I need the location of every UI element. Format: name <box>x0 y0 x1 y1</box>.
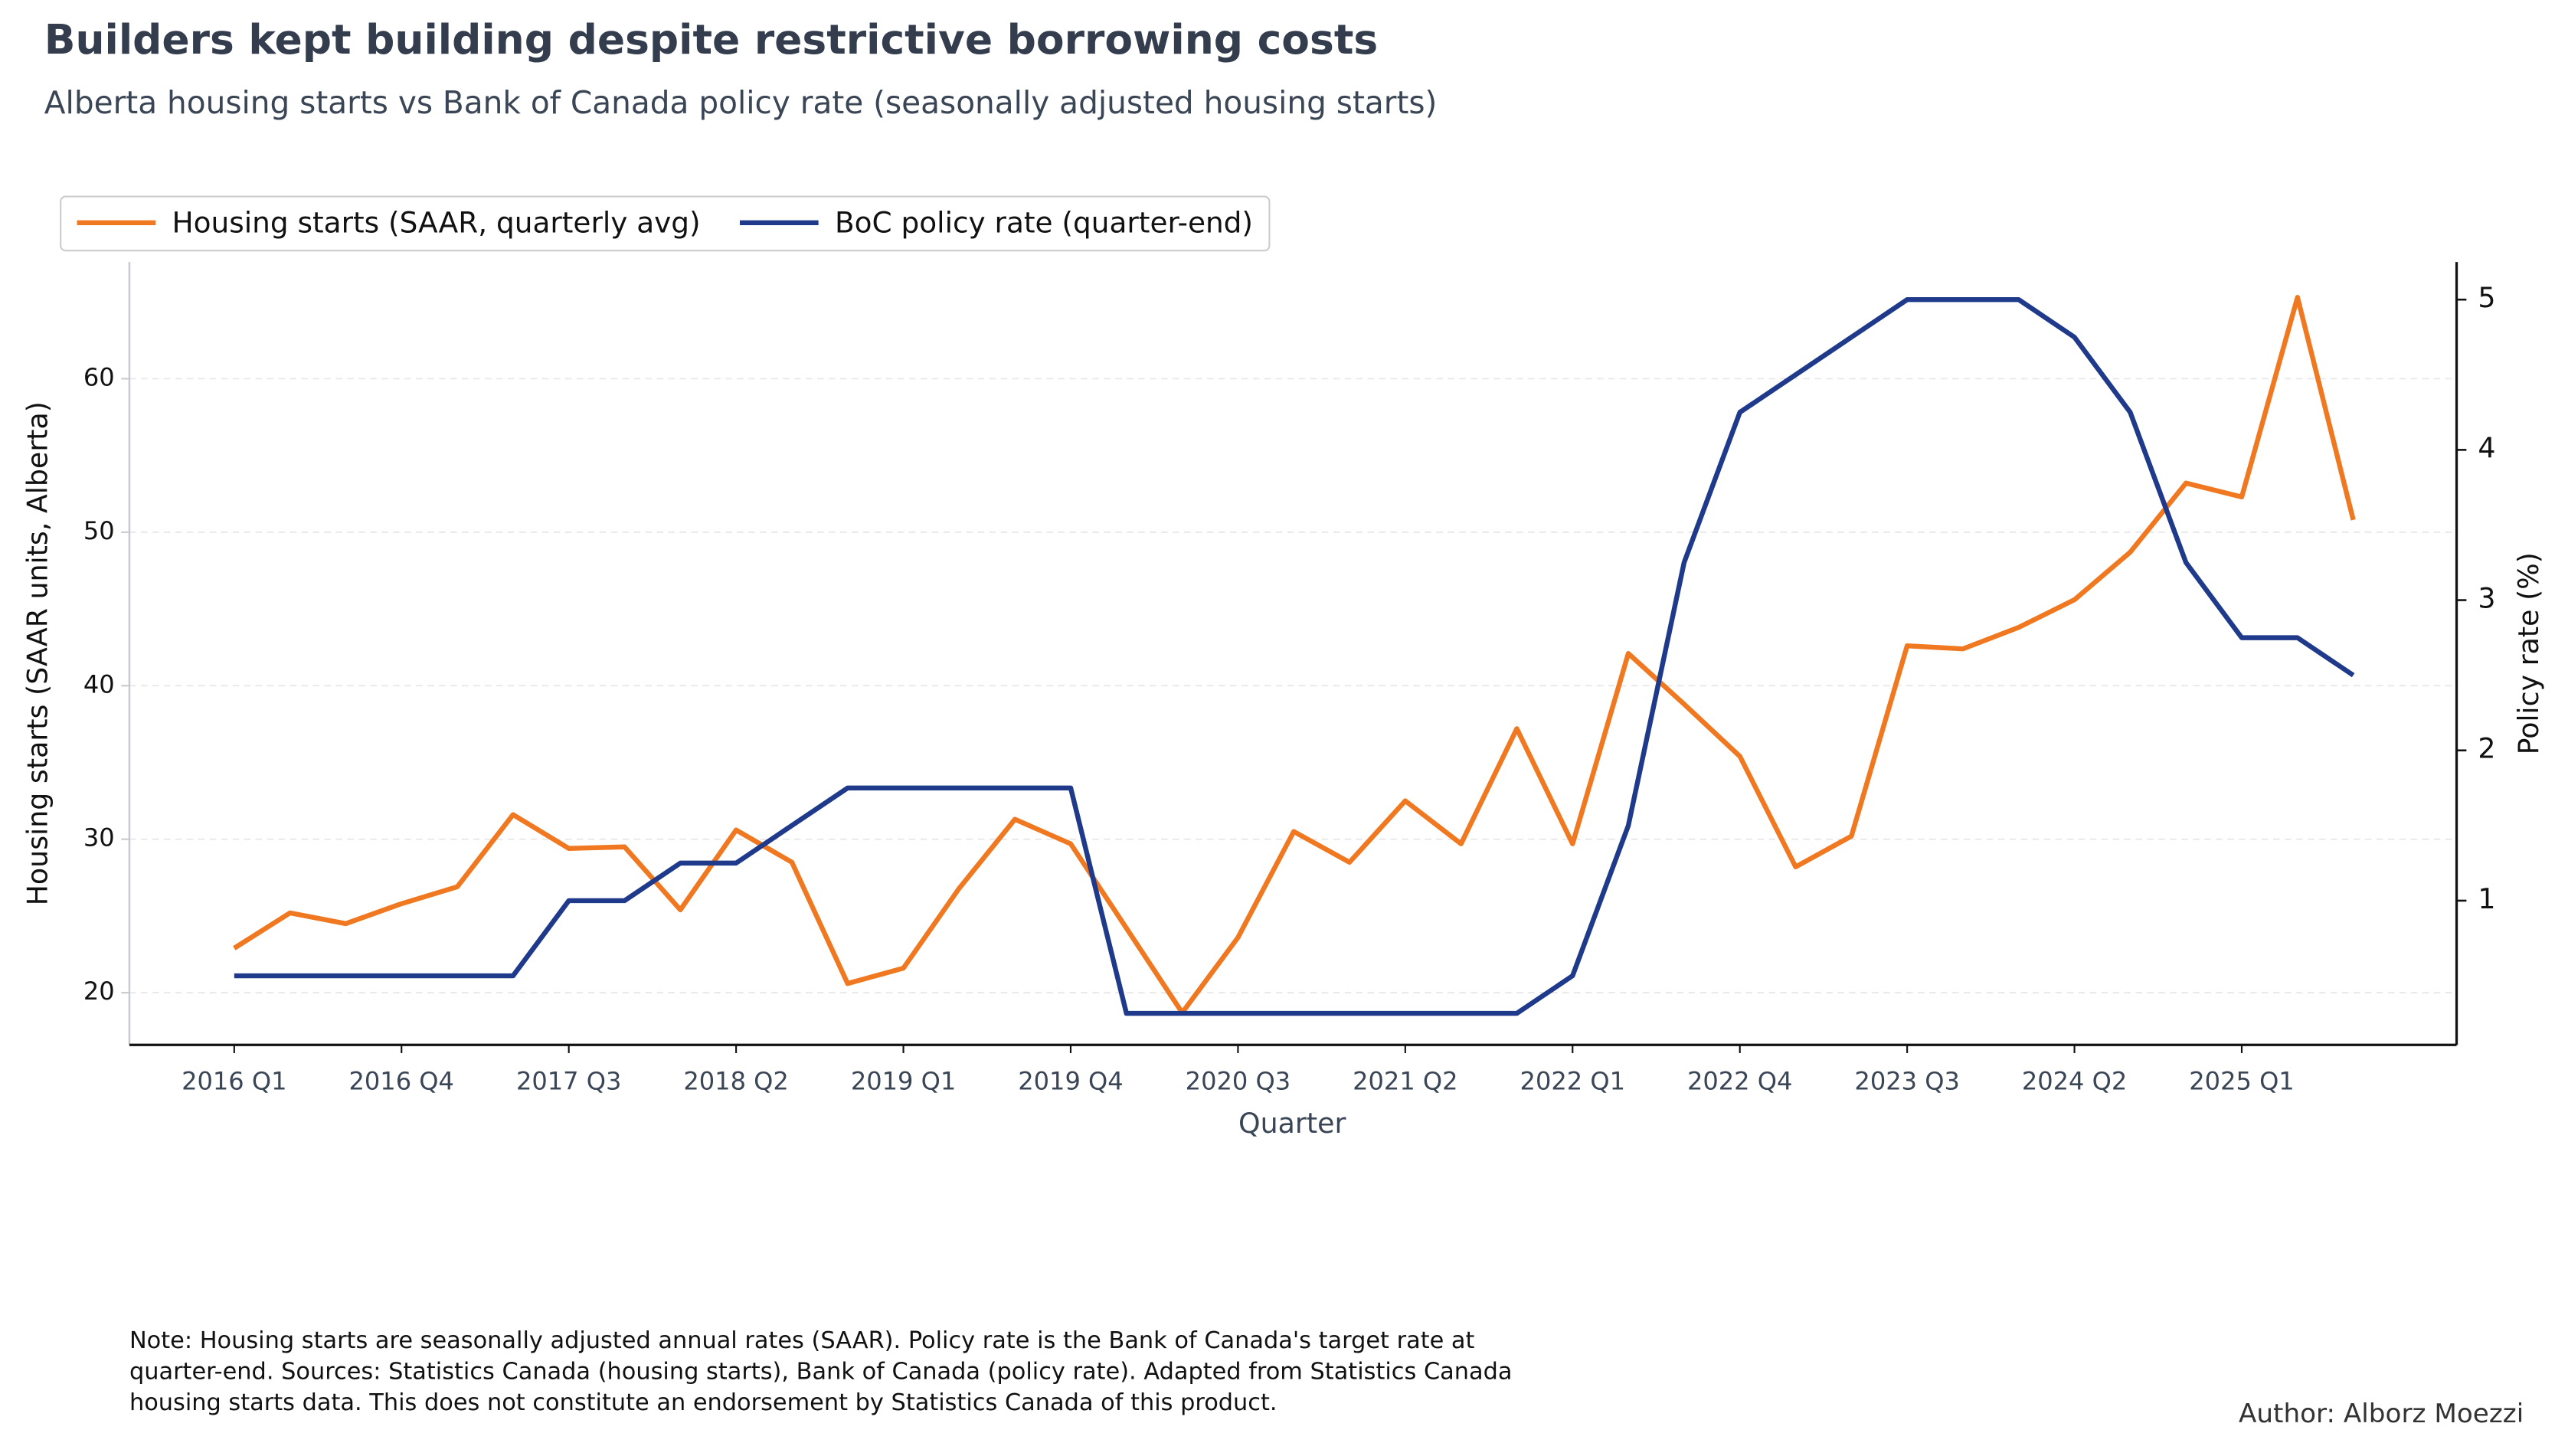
x-tick-label: 2023 Q3 <box>1854 1066 1959 1095</box>
y-tick-label: 50 <box>83 516 115 545</box>
series-line <box>233 295 2356 1016</box>
x-tick-label: 2016 Q1 <box>182 1066 286 1095</box>
x-tick-label: 2017 Q3 <box>516 1066 621 1095</box>
footnote: Note: Housing starts are seasonally adju… <box>129 1327 1475 1354</box>
footnote: housing starts data. This does not const… <box>129 1389 1277 1416</box>
y-tick-label: 40 <box>83 669 115 699</box>
x-axis-label: Quarter <box>1238 1107 1346 1140</box>
y2-axis-label: Policy rate (%) <box>2512 552 2545 754</box>
y-tick-label: 20 <box>83 977 115 1006</box>
y2-tick-label: 4 <box>2478 431 2495 464</box>
chart-title: Builders kept building despite restricti… <box>44 15 1378 64</box>
y-axis-label: Housing starts (SAAR units, Alberta) <box>21 401 54 905</box>
x-tick-label: 2019 Q1 <box>851 1066 956 1095</box>
y2-tick-label: 5 <box>2478 281 2495 314</box>
footnote: quarter-end. Sources: Statistics Canada … <box>129 1358 1513 1385</box>
legend-box <box>60 195 1271 252</box>
x-tick-label: 2019 Q4 <box>1018 1066 1123 1095</box>
y2-tick-label: 3 <box>2478 582 2495 615</box>
x-tick-label: 2020 Q3 <box>1186 1066 1291 1095</box>
x-tick-label: 2022 Q4 <box>1687 1066 1792 1095</box>
y2-tick-label: 1 <box>2478 882 2495 915</box>
x-tick-label: 2016 Q4 <box>349 1066 454 1095</box>
x-tick-label: 2021 Q2 <box>1353 1066 1457 1095</box>
y-tick-label: 60 <box>83 362 115 391</box>
x-tick-label: 2024 Q2 <box>2022 1066 2127 1095</box>
chart-subtitle: Alberta housing starts vs Bank of Canada… <box>44 84 1438 121</box>
legend-label: BoC policy rate (quarter-end) <box>835 205 1253 239</box>
y-tick-label: 30 <box>83 823 115 852</box>
x-tick-label: 2025 Q1 <box>2189 1066 2294 1095</box>
legend-label: Housing starts (SAAR, quarterly avg) <box>172 205 701 239</box>
series-line <box>234 296 2355 1016</box>
y2-tick-label: 2 <box>2478 732 2495 765</box>
author: Author: Alborz Moezzi <box>2239 1399 2524 1429</box>
x-tick-label: 2022 Q1 <box>1520 1066 1625 1095</box>
x-tick-label: 2018 Q2 <box>683 1066 788 1095</box>
